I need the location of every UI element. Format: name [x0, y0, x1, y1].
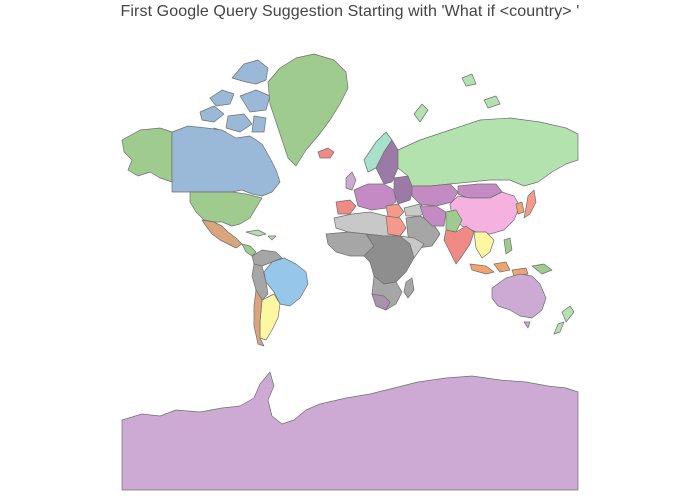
iberian-peninsula	[335, 199, 357, 215]
new-zealand	[553, 305, 575, 335]
tasmania	[523, 321, 531, 329]
iran	[419, 205, 447, 227]
china	[449, 191, 521, 235]
south-africa	[371, 293, 391, 311]
philippines	[503, 237, 513, 255]
united-kingdom	[345, 171, 357, 191]
madagascar	[403, 277, 415, 299]
russia	[397, 117, 579, 187]
iceland	[317, 147, 335, 159]
russian-arctic-islands	[413, 73, 501, 123]
map-title: First Google Query Suggestion Starting w…	[120, 3, 580, 20]
caribbean-islands	[245, 229, 277, 241]
india	[443, 225, 475, 265]
australia	[491, 273, 547, 319]
canada-arctic-islands	[199, 59, 271, 141]
antarctica	[121, 371, 579, 491]
greenland	[267, 53, 349, 167]
western-europe	[353, 183, 397, 211]
southeast-asia	[473, 231, 495, 259]
argentina	[259, 293, 281, 341]
indonesia	[469, 261, 529, 277]
balkans	[385, 203, 405, 221]
andean-countries	[251, 263, 269, 301]
korea	[515, 201, 525, 215]
horn-of-africa	[399, 235, 425, 259]
mexico	[201, 219, 243, 249]
chile	[253, 289, 265, 347]
canada	[171, 125, 281, 197]
afghanistan-pakistan	[445, 209, 463, 233]
papua-new-guinea	[531, 263, 553, 275]
alaska	[121, 127, 173, 183]
egypt	[385, 215, 407, 237]
usa	[189, 191, 263, 227]
japan	[523, 189, 537, 219]
central-america	[241, 243, 257, 257]
